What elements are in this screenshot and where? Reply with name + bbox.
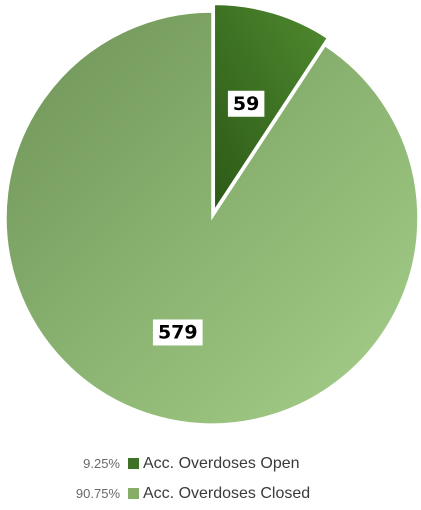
data-label-box: [227, 90, 265, 117]
legend-label-closed: Acc. Overdoses Closed: [143, 485, 311, 502]
legend-swatch-closed: [128, 488, 139, 499]
data-label-text: 59: [233, 93, 259, 115]
data-label-text: 579: [158, 321, 198, 343]
pie-slice-closed: [5, 11, 419, 425]
pie-slice-open: [213, 3, 329, 213]
pie-chart: 59 579: [5, 3, 419, 425]
data-label-box: [152, 319, 203, 346]
legend-label-open: Acc. Overdoses Open: [143, 455, 300, 472]
data-label-closed: 579: [152, 319, 203, 346]
legend-percent-closed: 90.75%: [75, 486, 120, 501]
data-label-open: 59: [227, 90, 265, 117]
legend-swatch-open: [128, 458, 139, 469]
legend-percent-open: 9.25%: [83, 456, 120, 471]
